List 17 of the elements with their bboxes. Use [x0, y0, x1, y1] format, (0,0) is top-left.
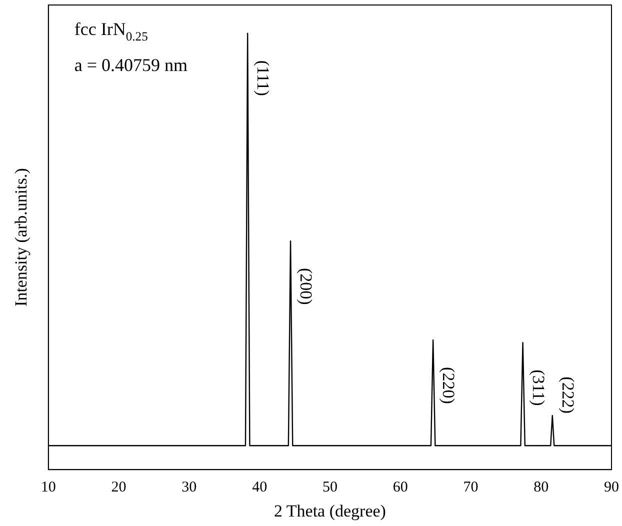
annotation: (222): [558, 376, 578, 414]
annotation: (311): [528, 370, 548, 406]
annotation: (220): [439, 367, 458, 404]
x-tick-label: 80: [534, 480, 549, 496]
x-tick-label: 10: [40, 480, 56, 496]
x-tick-label: 90: [604, 480, 619, 496]
x-tick-label: 40: [252, 480, 268, 496]
x-tick-label: 70: [463, 480, 478, 496]
annotation: (200): [296, 268, 316, 305]
x-axis-title: 2 Theta (degree): [274, 501, 386, 520]
x-tick-label: 30: [182, 480, 197, 496]
annotation: (111): [254, 60, 273, 96]
x-tick-label: 60: [392, 480, 408, 496]
x-tick-label: 20: [111, 480, 126, 496]
annotation: a = 0.40759 nm: [74, 55, 188, 75]
y-axis-title: Intensity (arb.units.): [12, 168, 31, 306]
x-tick-label: 50: [322, 480, 338, 496]
